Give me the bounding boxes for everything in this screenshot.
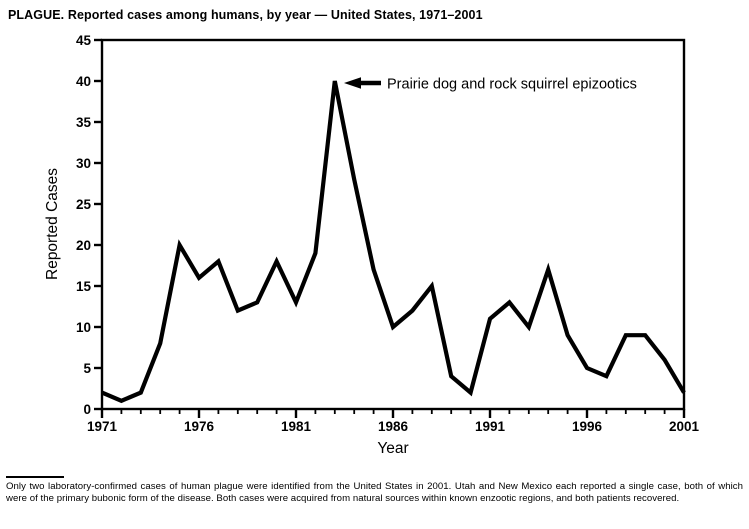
y-tick-label: 35 xyxy=(76,115,92,130)
x-axis-title: Year xyxy=(377,440,408,457)
chart-title: PLAGUE. Reported cases among humans, by … xyxy=(8,8,483,22)
x-tick-label: 1996 xyxy=(572,419,603,434)
x-tick-label: 2001 xyxy=(669,419,700,434)
y-tick-label: 20 xyxy=(76,238,91,253)
y-tick-label: 5 xyxy=(83,361,91,376)
footnote-rule xyxy=(6,476,64,478)
y-tick-label: 15 xyxy=(76,279,92,294)
annotation-label: Prairie dog and rock squirrel epizootics xyxy=(387,77,637,93)
y-tick-label: 0 xyxy=(83,402,91,417)
x-tick-label: 1991 xyxy=(475,419,506,434)
chart-generated-layer: 0 5 10 15 20 25 30 35 40 45 1971 1976 1981 1986 1991 19… xyxy=(76,33,700,434)
y-tick-label: 30 xyxy=(76,156,91,171)
y-tick-label: 25 xyxy=(76,197,92,212)
y-tick-label: 10 xyxy=(76,320,91,335)
footnote-text: Only two laboratory-confirmed cases of h… xyxy=(6,481,743,504)
data-line-series xyxy=(101,80,686,404)
footnote-section: Only two laboratory-confirmed cases of h… xyxy=(6,476,743,504)
plot-frame xyxy=(100,38,686,411)
y-axis-title: Reported Cases xyxy=(44,168,61,280)
x-tick-label: 1981 xyxy=(281,419,312,434)
y-tick-label: 45 xyxy=(76,33,92,48)
y-tick-label: 40 xyxy=(76,74,91,89)
x-tick-label: 1971 xyxy=(87,419,118,434)
x-tick-label: 1986 xyxy=(378,419,409,434)
plague-line-chart: 0 5 10 15 20 25 30 35 40 45 1971 1976 1981 1986 1991 19… xyxy=(44,33,700,457)
annotation-arrow-head-icon xyxy=(344,77,361,89)
x-tick-label: 1976 xyxy=(184,419,215,434)
